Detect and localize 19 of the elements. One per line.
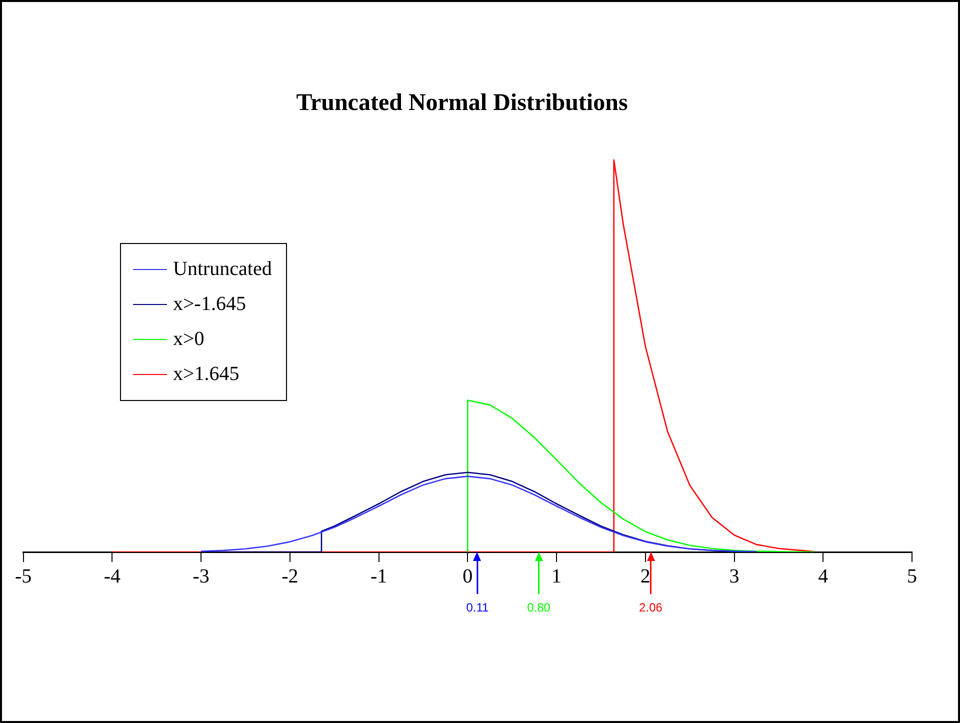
x-tick-label: 5	[907, 565, 917, 588]
legend-label: x>0	[173, 328, 204, 351]
x-tick-label: -3	[192, 565, 210, 588]
legend-label: Untruncated	[173, 258, 272, 281]
ref-line-label: 0.11	[466, 600, 489, 614]
x-tick-label: 1	[552, 565, 562, 588]
x-tick-label: -1	[370, 565, 388, 588]
chart-title: Truncated Normal Distributions	[295, 90, 629, 117]
x-tick-label: -4	[104, 565, 121, 588]
legend-label: x>-1.645	[173, 293, 246, 316]
x-tick-label: 3	[729, 565, 740, 588]
x-tick-label: -5	[14, 565, 32, 588]
x-tick-label: 2	[640, 565, 650, 588]
ref-line-label: 2.06	[639, 600, 663, 614]
legend-label: x>1.645	[173, 363, 240, 386]
x-tick-label: -2	[282, 565, 298, 588]
x-tick-label: 0	[462, 565, 473, 588]
ref-line-label: 0.80	[527, 600, 551, 614]
x-tick-label: 4	[818, 565, 828, 588]
